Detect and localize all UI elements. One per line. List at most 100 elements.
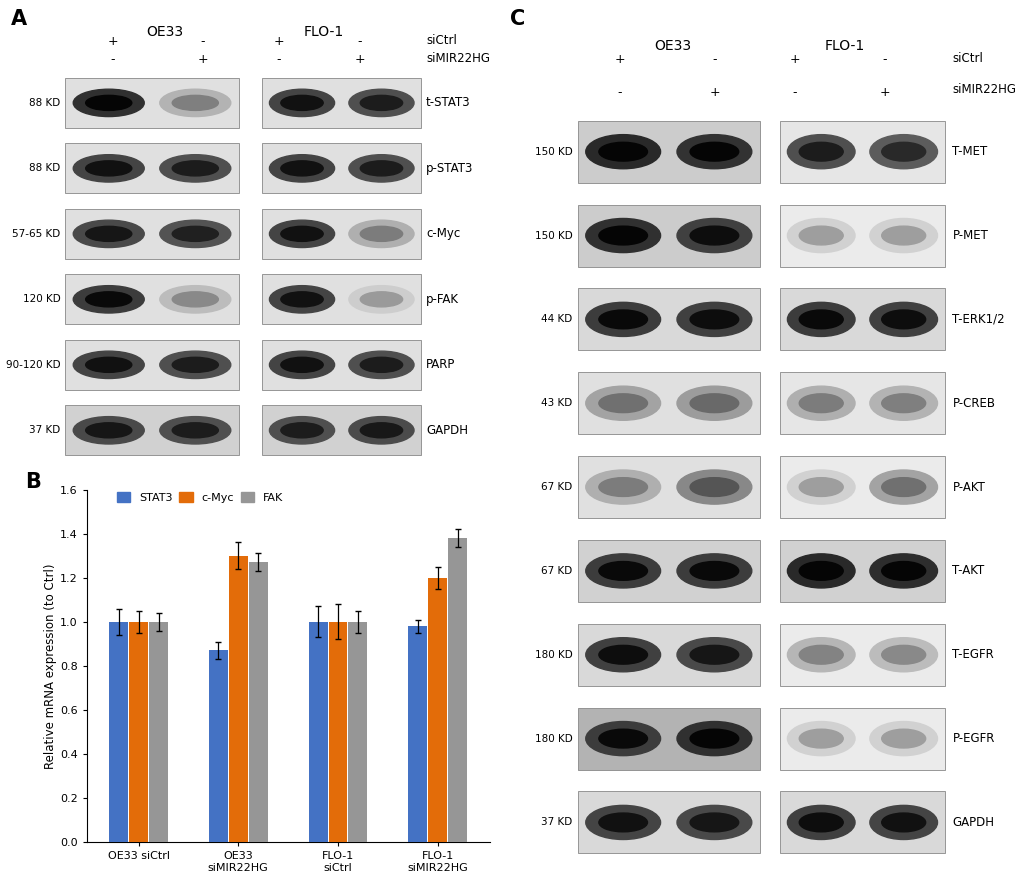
Ellipse shape: [160, 286, 230, 313]
Ellipse shape: [86, 422, 131, 437]
Ellipse shape: [869, 303, 936, 336]
Bar: [577, 205, 759, 266]
Ellipse shape: [677, 721, 751, 756]
Ellipse shape: [73, 351, 144, 378]
Text: P-AKT: P-AKT: [952, 481, 984, 494]
Ellipse shape: [360, 227, 403, 242]
Text: -: -: [618, 86, 622, 99]
Text: 88 KD: 88 KD: [30, 98, 61, 108]
Text: 44 KD: 44 KD: [541, 314, 572, 325]
Bar: [577, 707, 759, 770]
Ellipse shape: [598, 478, 647, 497]
Ellipse shape: [787, 638, 854, 672]
Ellipse shape: [160, 89, 230, 116]
Text: GAPDH: GAPDH: [426, 424, 468, 437]
Ellipse shape: [869, 721, 936, 756]
Text: -: -: [201, 35, 205, 49]
Ellipse shape: [172, 357, 218, 372]
Ellipse shape: [280, 161, 323, 176]
Ellipse shape: [269, 416, 334, 444]
Bar: [65, 274, 238, 325]
Ellipse shape: [598, 142, 647, 161]
Text: 120 KD: 120 KD: [23, 295, 61, 304]
Text: p-STAT3: p-STAT3: [426, 162, 473, 175]
Bar: [262, 406, 421, 455]
Text: 180 KD: 180 KD: [534, 650, 572, 660]
Ellipse shape: [585, 554, 660, 588]
Bar: [348, 622, 367, 842]
Ellipse shape: [677, 386, 751, 421]
Ellipse shape: [787, 805, 854, 840]
Ellipse shape: [677, 135, 751, 168]
Ellipse shape: [677, 554, 751, 588]
Ellipse shape: [690, 394, 738, 413]
Ellipse shape: [677, 303, 751, 336]
Ellipse shape: [73, 416, 144, 444]
Text: 43 KD: 43 KD: [541, 399, 572, 408]
Bar: [577, 791, 759, 854]
Text: +: +: [789, 53, 800, 66]
Text: 57-65 KD: 57-65 KD: [12, 228, 61, 239]
Text: -: -: [712, 53, 716, 66]
Bar: [577, 121, 759, 183]
Ellipse shape: [360, 292, 403, 307]
Bar: [577, 456, 759, 518]
Bar: [780, 456, 944, 518]
Ellipse shape: [787, 554, 854, 588]
Text: A: A: [11, 9, 28, 29]
Ellipse shape: [787, 721, 854, 756]
Text: +: +: [709, 86, 719, 99]
Ellipse shape: [73, 286, 144, 313]
Ellipse shape: [677, 805, 751, 840]
Bar: [65, 78, 238, 128]
Ellipse shape: [360, 422, 403, 437]
Ellipse shape: [880, 226, 925, 245]
Ellipse shape: [160, 416, 230, 444]
Ellipse shape: [280, 357, 323, 372]
Ellipse shape: [86, 227, 131, 242]
Text: siCtrl: siCtrl: [426, 34, 457, 47]
Text: siMIR22HG: siMIR22HG: [952, 83, 1015, 96]
Bar: [780, 624, 944, 686]
Ellipse shape: [280, 227, 323, 242]
Ellipse shape: [598, 226, 647, 245]
Ellipse shape: [869, 386, 936, 421]
Ellipse shape: [869, 470, 936, 505]
Bar: [328, 622, 347, 842]
Text: T-ERK1/2: T-ERK1/2: [952, 313, 1004, 325]
Text: +: +: [107, 35, 118, 49]
Ellipse shape: [160, 220, 230, 248]
Ellipse shape: [799, 562, 843, 580]
Bar: [262, 78, 421, 128]
Text: -: -: [276, 53, 281, 66]
Ellipse shape: [585, 470, 660, 505]
Ellipse shape: [585, 219, 660, 252]
Ellipse shape: [585, 386, 660, 421]
Ellipse shape: [869, 805, 936, 840]
Text: GAPDH: GAPDH: [952, 816, 994, 829]
Ellipse shape: [880, 813, 925, 832]
Ellipse shape: [598, 729, 647, 748]
Ellipse shape: [585, 721, 660, 756]
Ellipse shape: [348, 220, 414, 248]
Ellipse shape: [869, 638, 936, 672]
Text: 67 KD: 67 KD: [541, 482, 572, 492]
Text: P-MET: P-MET: [952, 229, 987, 242]
Ellipse shape: [799, 310, 843, 329]
Ellipse shape: [360, 161, 403, 176]
Text: c-Myc: c-Myc: [426, 228, 460, 241]
Ellipse shape: [787, 470, 854, 505]
Ellipse shape: [690, 142, 738, 161]
Ellipse shape: [348, 89, 414, 116]
Ellipse shape: [269, 154, 334, 182]
Text: 180 KD: 180 KD: [534, 734, 572, 744]
Bar: [577, 624, 759, 686]
Ellipse shape: [880, 478, 925, 497]
Ellipse shape: [787, 303, 854, 336]
Text: PARP: PARP: [426, 358, 454, 371]
Bar: [149, 622, 168, 842]
Ellipse shape: [880, 729, 925, 748]
Text: T-EGFR: T-EGFR: [952, 648, 994, 662]
Ellipse shape: [799, 478, 843, 497]
Ellipse shape: [880, 646, 925, 664]
